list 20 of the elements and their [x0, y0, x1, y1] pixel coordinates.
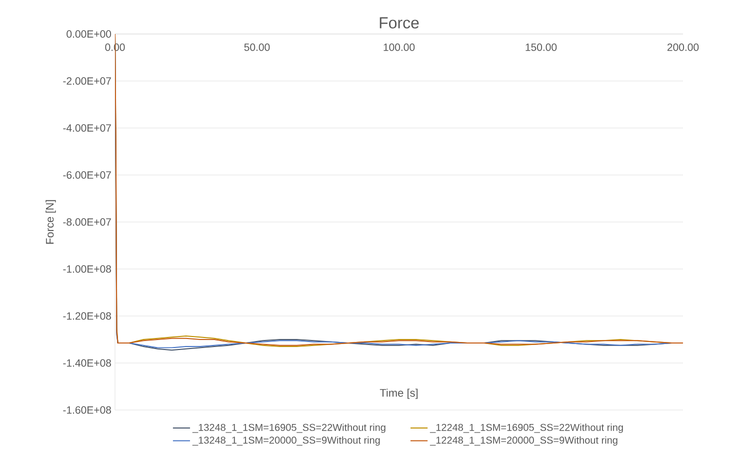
legend-label: _13248_1_1SM=20000_SS=9Without ring — [192, 436, 380, 446]
y-tick-label: -6.00E+07 — [63, 171, 111, 179]
y-tick-label: -1.40E+08 — [63, 359, 112, 367]
x-tick-label: 50.00 — [244, 44, 270, 51]
x-tick-label: 150.00 — [526, 44, 557, 51]
legend-label: _13248_1_1SM=16905_SS=22Without ring — [192, 424, 386, 433]
y-tick-label: -2.00E+07 — [63, 77, 111, 85]
x-tick-label: 100.00 — [384, 44, 415, 51]
x-axis-title: Time [s] — [380, 388, 418, 399]
chart-title: Force — [380, 17, 419, 28]
y-tick-label: -8.00E+07 — [63, 218, 111, 226]
y-tick-label: -1.20E+08 — [63, 312, 112, 320]
y-axis-title: Force [N] — [46, 200, 56, 244]
y-tick-label: -4.00E+07 — [63, 124, 111, 132]
legend-label: _12248_1_1SM=16905_SS=22Without ring — [430, 424, 623, 433]
x-tick-label: 200.00 — [667, 44, 699, 51]
legend-label: _12248_1_1SM=20000_SS=9Without ring — [430, 436, 618, 446]
y-tick-label: 0.00E+00 — [66, 30, 112, 38]
y-tick-label: -1.60E+08 — [63, 406, 112, 414]
y-tick-label: -1.00E+08 — [63, 265, 112, 273]
